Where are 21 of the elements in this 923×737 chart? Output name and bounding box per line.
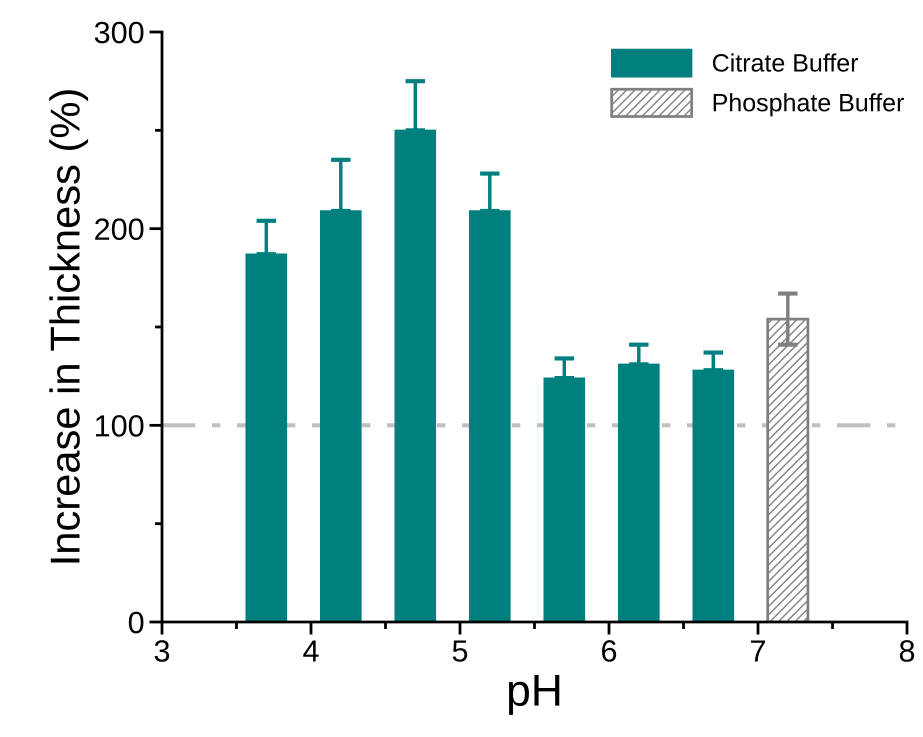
y-axis-title: Increase in Thickness (%): [49, 90, 88, 562]
x-axis-title: pH: [508, 675, 560, 715]
y-tick-label: 300: [94, 22, 144, 44]
x-tick-label: 8: [900, 640, 914, 662]
bar: [692, 370, 734, 622]
x-tick-label: 4: [303, 640, 319, 662]
y-tick-label: 0: [128, 612, 144, 634]
y-tick-label: 100: [96, 415, 144, 437]
bar: [618, 364, 660, 622]
legend-label: Phosphate Buffer: [714, 93, 904, 116]
x-tick-label: 3: [154, 640, 170, 662]
bar: [394, 130, 436, 622]
legend-label: Citrate Buffer: [712, 53, 858, 72]
bar: [468, 210, 511, 622]
y-tick-label: 200: [95, 218, 144, 240]
bar: [245, 254, 288, 622]
x-tick-label: 6: [602, 640, 616, 662]
bar: [543, 377, 586, 622]
bar: [320, 210, 362, 622]
x-tick-label: 7: [751, 640, 765, 662]
x-tick-label: 5: [452, 640, 468, 662]
